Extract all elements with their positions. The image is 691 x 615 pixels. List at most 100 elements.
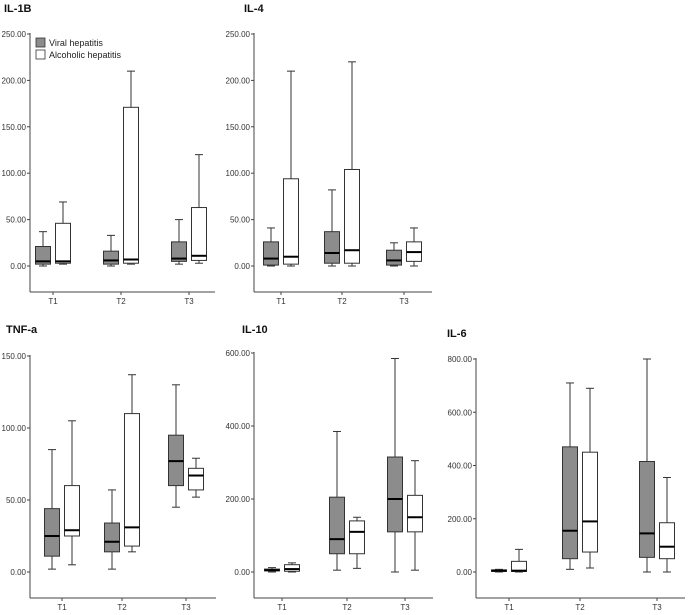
x-tick-label: T3 [399, 297, 409, 306]
box-viral-T2 [324, 189, 340, 267]
x-tick-label: T1 [504, 603, 514, 612]
box-alcoholic-T1 [55, 201, 71, 265]
y-tick-label: 250.00 [2, 30, 27, 39]
box-iqr [284, 564, 300, 572]
box-viral-T3 [386, 242, 402, 267]
x-tick-label: T3 [184, 297, 194, 306]
box-iqr [387, 456, 403, 533]
x-tick-label: T1 [277, 603, 287, 612]
y-tick-label: 100.00 [226, 169, 251, 178]
box-iqr [329, 496, 345, 555]
box-alcoholic-T2 [582, 387, 598, 569]
y-tick-label: 400.00 [226, 422, 251, 431]
y-tick-label: 150.00 [226, 123, 251, 132]
box-iqr [582, 451, 598, 553]
y-tick-label: 50.00 [230, 216, 251, 225]
box-iqr [407, 494, 423, 533]
box-iqr [659, 522, 675, 560]
panel-title: IL-1B [4, 3, 32, 15]
panel-title: IL-6 [447, 328, 467, 340]
box-iqr [386, 249, 402, 266]
box-viral-T2 [103, 234, 119, 267]
box-alcoholic-T3 [659, 476, 675, 573]
y-tick-label: 200.00 [226, 76, 251, 85]
box-iqr [191, 207, 207, 261]
panel-0: IL-1B 0.00 50.00 100.00 150.00 200.00 250.00 T1… [2, 3, 215, 306]
x-tick-label: T2 [575, 603, 585, 612]
box-alcoholic-T2 [124, 374, 140, 553]
box-iqr [263, 241, 279, 266]
box-iqr [639, 461, 655, 558]
box-iqr [349, 520, 365, 555]
box-iqr [103, 250, 119, 265]
box-viral-T1 [264, 567, 280, 573]
box-viral-T1 [263, 227, 279, 267]
box-viral-T2 [104, 489, 120, 570]
box-iqr [171, 241, 187, 262]
box-iqr [123, 106, 139, 264]
box-iqr [562, 446, 578, 560]
x-tick-label: T1 [57, 603, 67, 612]
box-viral-T3 [171, 219, 187, 265]
panel-2: TNF-a 0.00 50.00 100.00 150.00 T1 T2 T3 [2, 324, 216, 612]
legend-swatch-alcoholic [35, 49, 46, 60]
x-tick-label: T2 [116, 297, 126, 306]
box-alcoholic-T3 [191, 154, 207, 264]
box-iqr [124, 413, 140, 547]
x-tick-label: T1 [276, 297, 286, 306]
x-tick-label: T3 [181, 603, 191, 612]
y-tick-label: 100.00 [2, 424, 27, 433]
x-tick-label: T2 [117, 603, 127, 612]
panel-4: IL-6 0.00 200.00 400.00 600.00 800.00 T1 T2 T3 [447, 328, 685, 612]
box-iqr [283, 178, 299, 265]
x-tick-label: T3 [400, 603, 410, 612]
legend-label-viral: Viral hepatitis [49, 38, 103, 48]
box-alcoholic-T1 [284, 562, 300, 573]
box-alcoholic-T3 [407, 460, 423, 571]
box-alcoholic-T2 [349, 516, 365, 569]
box-viral-T1 [44, 449, 60, 570]
panel-title: IL-10 [242, 324, 268, 336]
box-viral-T2 [329, 430, 345, 571]
y-tick-label: 400.00 [448, 462, 473, 471]
panel-3: IL-10 0.00 200.00 400.00 600.00 T1 T2 T3 [226, 324, 433, 612]
box-viral-T2 [562, 382, 578, 570]
y-tick-label: 200.00 [448, 515, 473, 524]
y-tick-label: 50.00 [6, 496, 27, 505]
y-tick-label: 600.00 [448, 408, 473, 417]
y-tick-label: 0.00 [10, 262, 26, 271]
box-viral-T1 [491, 568, 507, 573]
box-iqr [64, 485, 80, 537]
y-tick-label: 200.00 [226, 495, 251, 504]
box-iqr [188, 467, 204, 491]
y-tick-label: 100.00 [2, 169, 27, 178]
y-tick-label: 150.00 [2, 123, 27, 132]
legend-swatch-viral [35, 37, 46, 48]
box-alcoholic-T3 [188, 457, 204, 498]
x-tick-label: T1 [48, 297, 58, 306]
y-tick-label: 0.00 [234, 568, 250, 577]
y-tick-label: 50.00 [6, 216, 27, 225]
box-iqr [104, 522, 120, 553]
y-tick-label: 250.00 [226, 30, 251, 39]
box-alcoholic-T1 [511, 548, 527, 573]
y-tick-label: 800.00 [448, 355, 473, 364]
y-tick-label: 0.00 [10, 568, 26, 577]
panel-title: IL-4 [244, 3, 264, 15]
x-tick-label: T3 [652, 603, 662, 612]
box-alcoholic-T3 [406, 227, 422, 267]
box-iqr [35, 246, 51, 265]
y-tick-label: 150.00 [2, 352, 27, 361]
box-viral-T3 [387, 357, 403, 573]
y-tick-label: 200.00 [2, 76, 27, 85]
panel-title: TNF-a [6, 324, 38, 336]
y-tick-label: 0.00 [456, 568, 472, 577]
x-tick-label: T2 [337, 297, 347, 306]
box-iqr [44, 508, 60, 557]
y-tick-label: 600.00 [226, 349, 251, 358]
box-alcoholic-T2 [344, 61, 360, 267]
box-iqr [344, 168, 360, 264]
box-viral-T3 [168, 384, 184, 508]
box-viral-T3 [639, 358, 655, 573]
